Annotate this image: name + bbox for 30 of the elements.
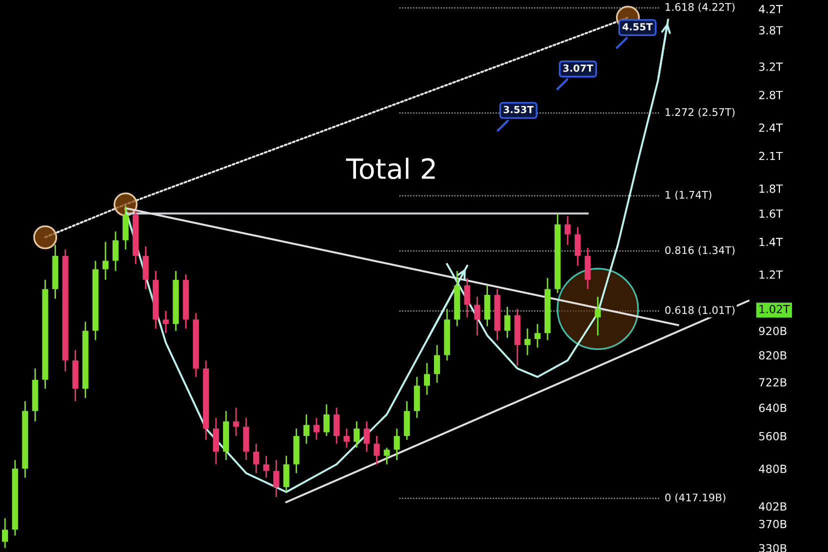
- annotation: 3.53T: [504, 106, 534, 114]
- y-tick-label: 480B: [758, 464, 786, 474]
- y-tick-label: 1.2T: [760, 270, 783, 279]
- text: Total 2: [346, 158, 435, 180]
- ref-line-label: 0 (417.19B): [665, 493, 726, 503]
- y-tick-label: 1.8T: [760, 184, 783, 193]
- ref-line-label: 1.272 (2.57T): [666, 108, 734, 118]
- annotation: 4.55T: [622, 23, 653, 30]
- ref-line-label: 0.618 (1.01T): [665, 306, 734, 316]
- ref-line-label: 1.618 (4.22T): [666, 2, 734, 12]
- y-tick-label: 4.2T: [758, 4, 783, 14]
- y-tick-label: 722B: [759, 378, 786, 386]
- y-tick-label: 402B: [758, 502, 786, 511]
- y-tick-label: 1.02T: [760, 304, 790, 314]
- y-tick-label: 820B: [759, 351, 786, 360]
- y-tick-label: 640B: [759, 404, 786, 412]
- y-tick-label: 3.8T: [759, 26, 783, 34]
- ref-line-label: 0.816 (1.34T): [665, 246, 734, 256]
- y-tick-label: 2.4T: [759, 123, 783, 132]
- y-tick-label: 2.1T: [759, 152, 783, 160]
- annotation: 3.07T: [563, 64, 594, 72]
- y-tick-label: 920B: [759, 326, 786, 336]
- y-tick-label: 1.6T: [760, 209, 783, 218]
- y-tick-label: 3.2T: [759, 62, 783, 71]
- y-tick-label: 330B: [759, 544, 786, 552]
- y-tick-label: 2.8T: [759, 90, 783, 100]
- y-tick-label: 1.4T: [760, 238, 783, 246]
- y-tick-label: 370B: [759, 520, 786, 528]
- ref-line-label: 1 (1.74T): [666, 190, 712, 200]
- y-tick-label: 560B: [759, 432, 786, 440]
